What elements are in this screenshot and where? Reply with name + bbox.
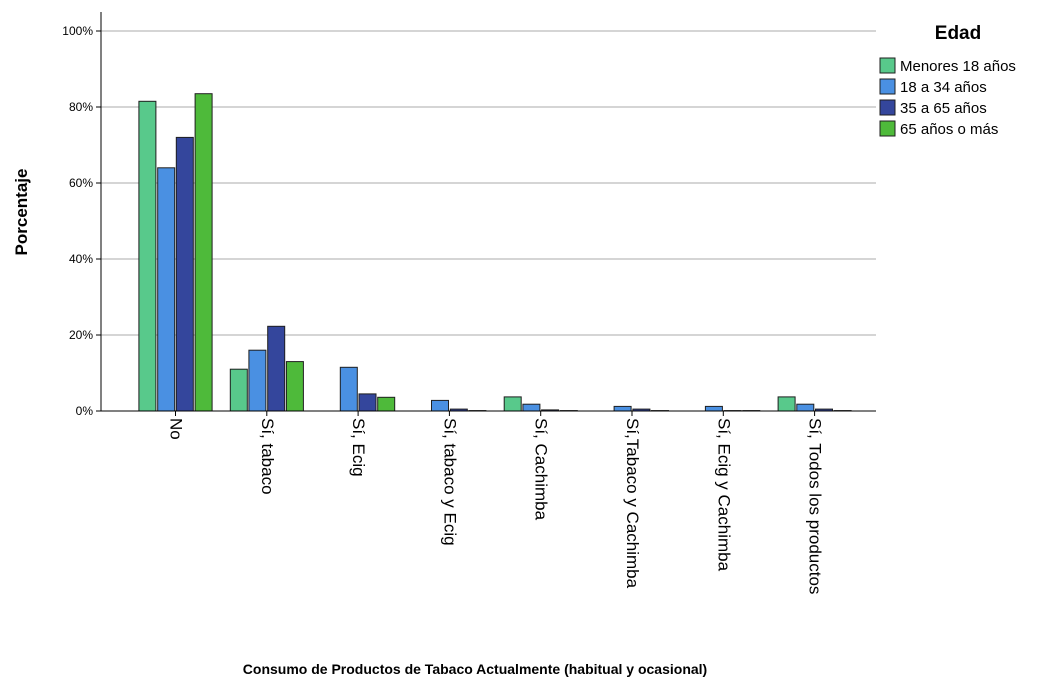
legend: Edad Menores 18 años 18 a 34 años 35 a 65 … [880, 23, 1016, 138]
legend-swatch [880, 58, 895, 73]
y-axis-title: Porcentaje [12, 169, 31, 256]
legend-label: 18 a 34 años [900, 79, 987, 96]
bar [249, 350, 266, 411]
bar [158, 168, 175, 411]
bar [432, 400, 449, 411]
y-tick-label: 100% [62, 24, 93, 38]
x-tick-labels: No Sí, tabaco Sí, Ecig Sí, tabaco y Ecig Sí,… [167, 418, 825, 594]
legend-title: Edad [935, 23, 981, 44]
x-tick-label: Sí,Tabaco y Cachimba [623, 418, 642, 589]
legend-swatch [880, 79, 895, 94]
bar [286, 362, 303, 411]
bar [268, 326, 285, 411]
grid-lines [101, 31, 876, 335]
y-tick-labels: 0% 20% 40% 60% 80% 100% [62, 24, 93, 418]
bar [705, 406, 722, 411]
bars [139, 94, 851, 411]
x-tick-label: No [167, 418, 186, 440]
bar [176, 137, 193, 411]
bar [614, 406, 631, 411]
x-tick-label: Sí, tabaco [258, 418, 277, 495]
x-axis-title: Consumo de Productos de Tabaco Actualmen… [243, 661, 707, 677]
bar [195, 94, 212, 411]
y-tick-label: 40% [69, 252, 93, 266]
x-tick-label: Sí, Ecig [349, 418, 368, 477]
x-tick-label: Sí, tabaco y Ecig [440, 418, 459, 546]
y-tick-label: 20% [69, 328, 93, 342]
bar [378, 397, 395, 411]
bar [504, 397, 521, 411]
legend-label: 65 años o más [900, 121, 998, 138]
bar [359, 394, 376, 411]
y-tick-label: 80% [69, 100, 93, 114]
axes [96, 12, 876, 416]
x-tick-label: Sí, Ecig y Cachimba [714, 418, 733, 572]
x-tick-label: Sí, Cachimba [532, 418, 551, 521]
bar [340, 367, 357, 411]
y-tick-label: 60% [69, 176, 93, 190]
bar [523, 404, 540, 411]
legend-swatch [880, 100, 895, 115]
bar [230, 369, 247, 411]
y-tick-label: 0% [76, 404, 94, 418]
x-tick-label: Sí, Todos los productos [806, 418, 825, 594]
bar [797, 404, 814, 411]
legend-swatch [880, 121, 895, 136]
bar [778, 397, 795, 411]
bar [139, 101, 156, 411]
legend-label: 35 a 65 años [900, 100, 987, 117]
legend-label: Menores 18 años [900, 58, 1016, 75]
